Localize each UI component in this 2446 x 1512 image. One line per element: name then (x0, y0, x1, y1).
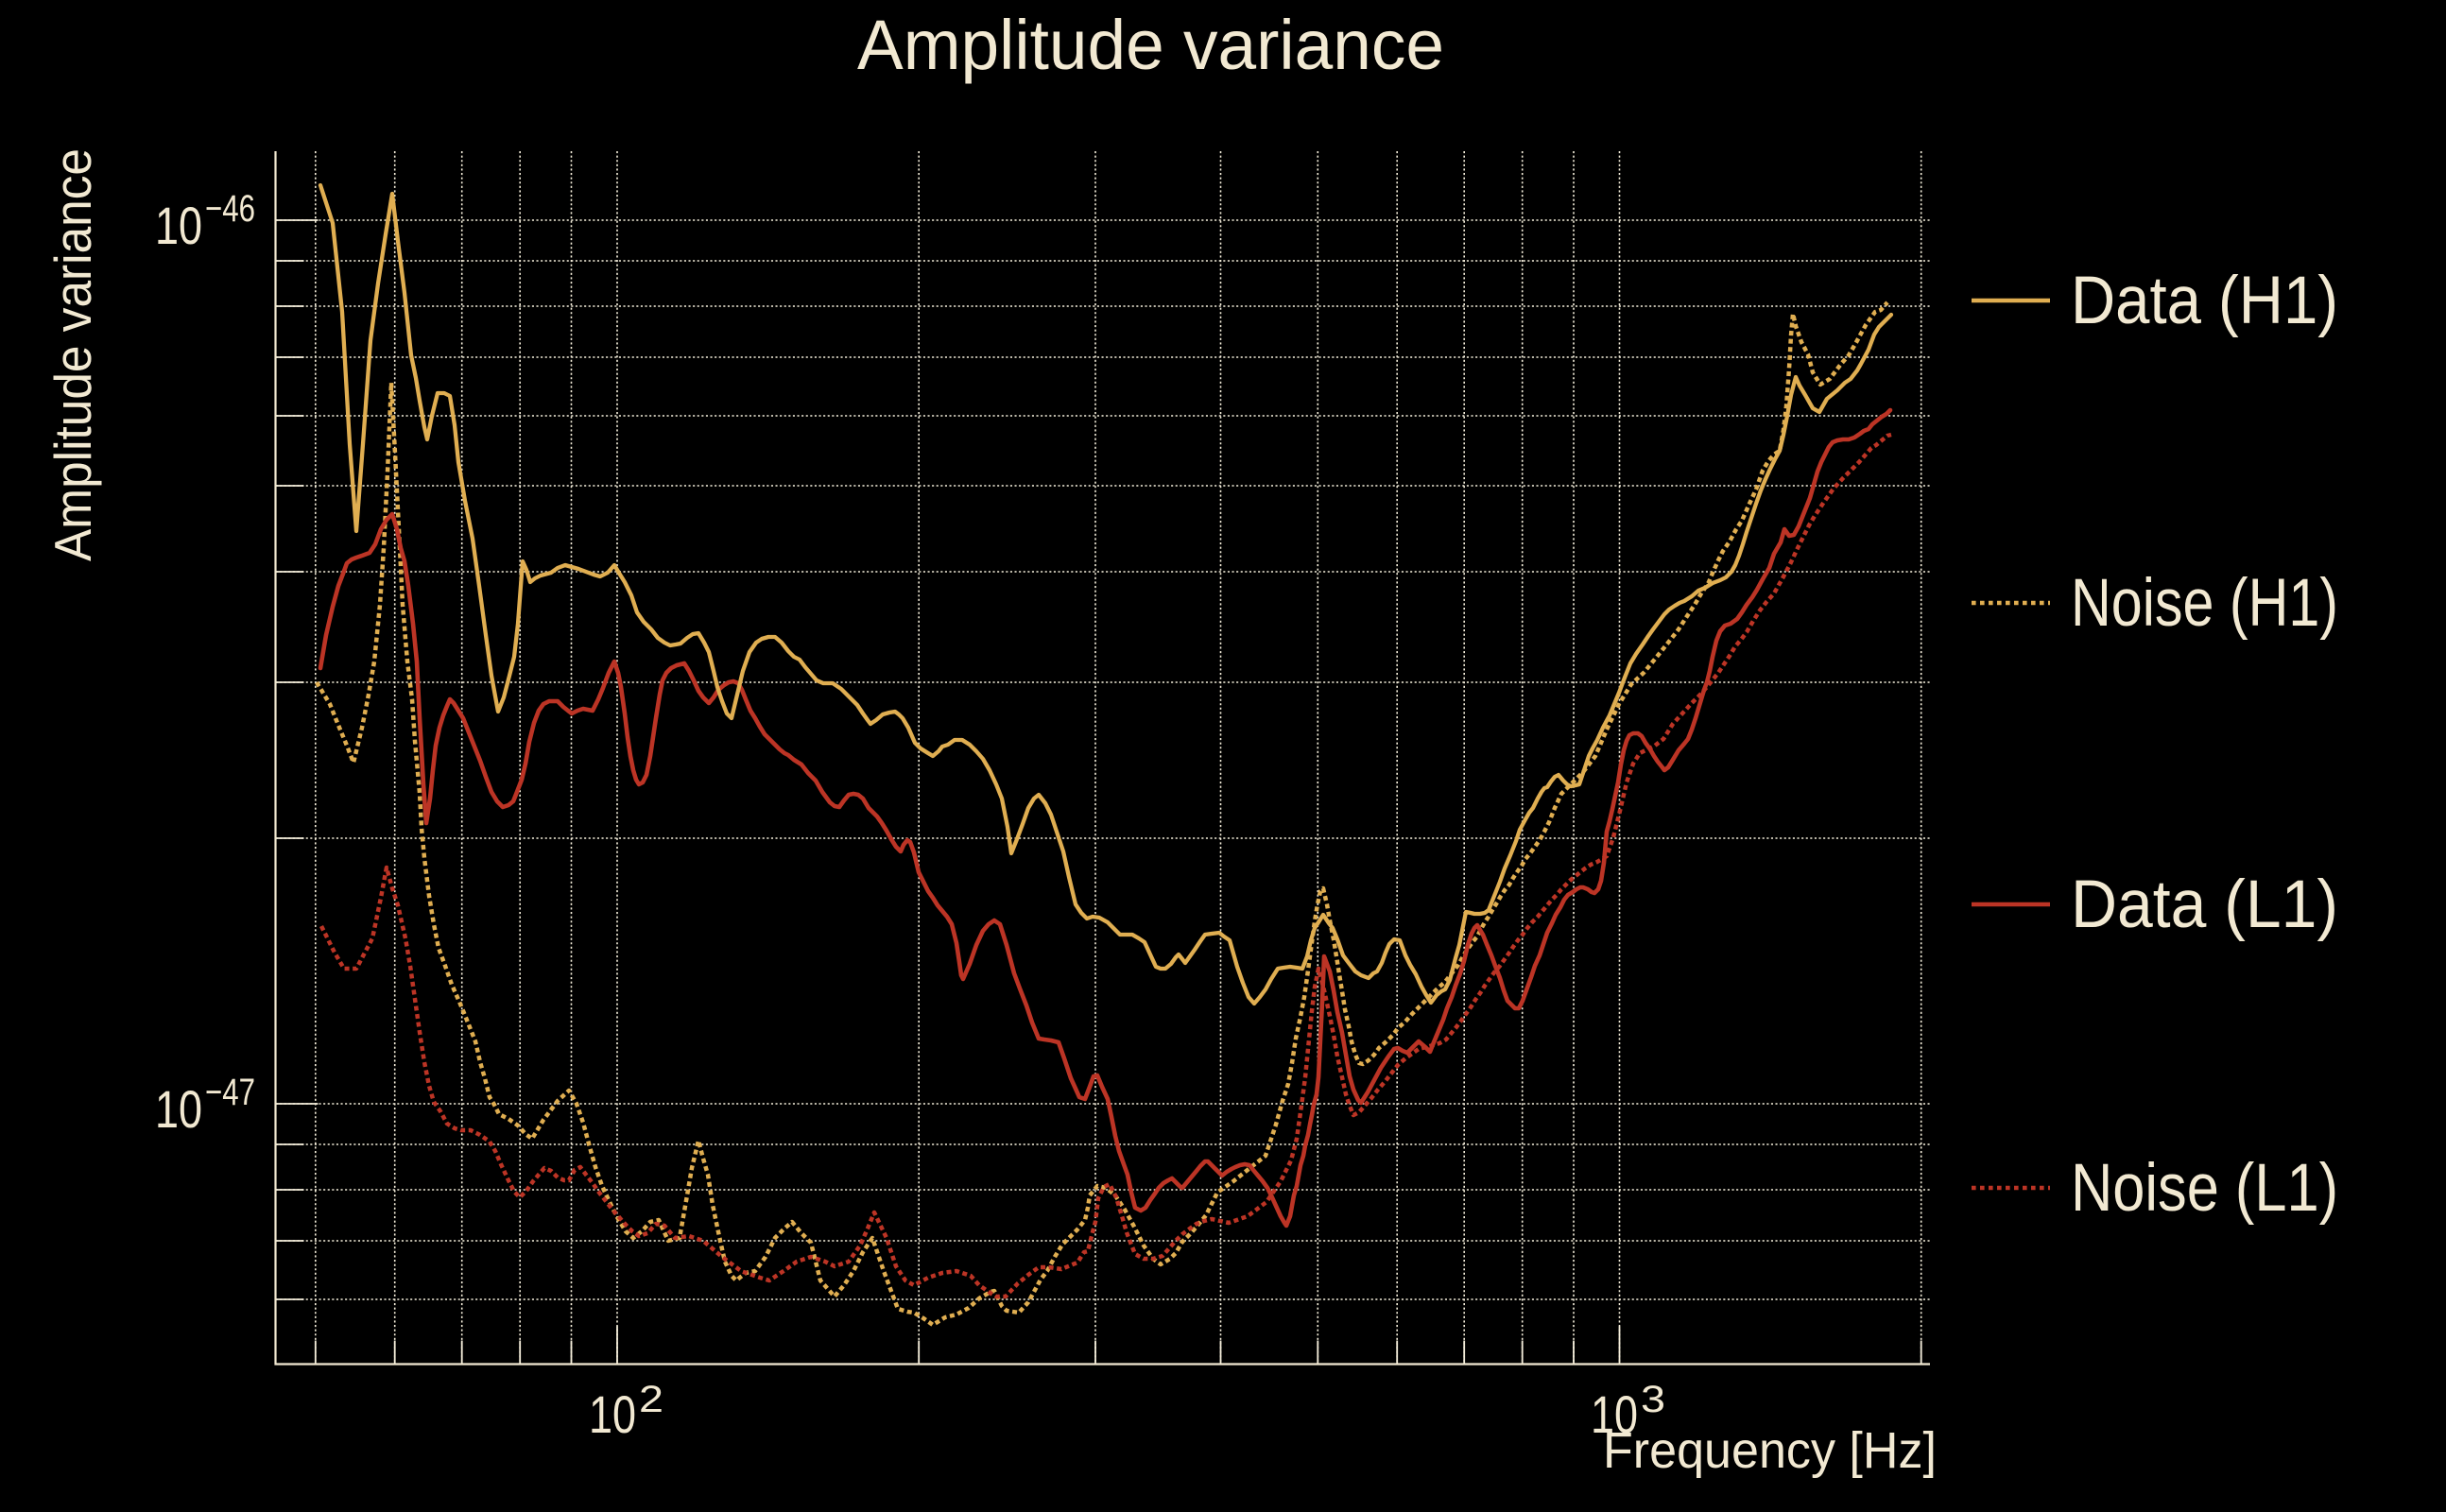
svg-text:Frequency [Hz]: Frequency [Hz] (1603, 1422, 1937, 1479)
svg-text:Data (H1): Data (H1) (2071, 264, 2338, 338)
svg-text:10: 10 (155, 196, 202, 255)
svg-text:Noise (L1): Noise (L1) (2071, 1151, 2338, 1226)
svg-text:10: 10 (589, 1384, 636, 1444)
svg-text:10: 10 (1591, 1384, 1638, 1444)
svg-text:3: 3 (1641, 1379, 1665, 1420)
svg-text:−47: −47 (205, 1072, 255, 1113)
svg-text:2: 2 (639, 1379, 663, 1420)
svg-text:−46: −46 (205, 188, 255, 230)
svg-text:Data (L1): Data (L1) (2071, 868, 2338, 942)
svg-text:Noise (H1): Noise (H1) (2071, 566, 2338, 641)
svg-text:Amplitude variance: Amplitude variance (43, 148, 102, 561)
svg-text:10: 10 (155, 1079, 202, 1139)
svg-text:Amplitude variance: Amplitude variance (857, 6, 1444, 84)
